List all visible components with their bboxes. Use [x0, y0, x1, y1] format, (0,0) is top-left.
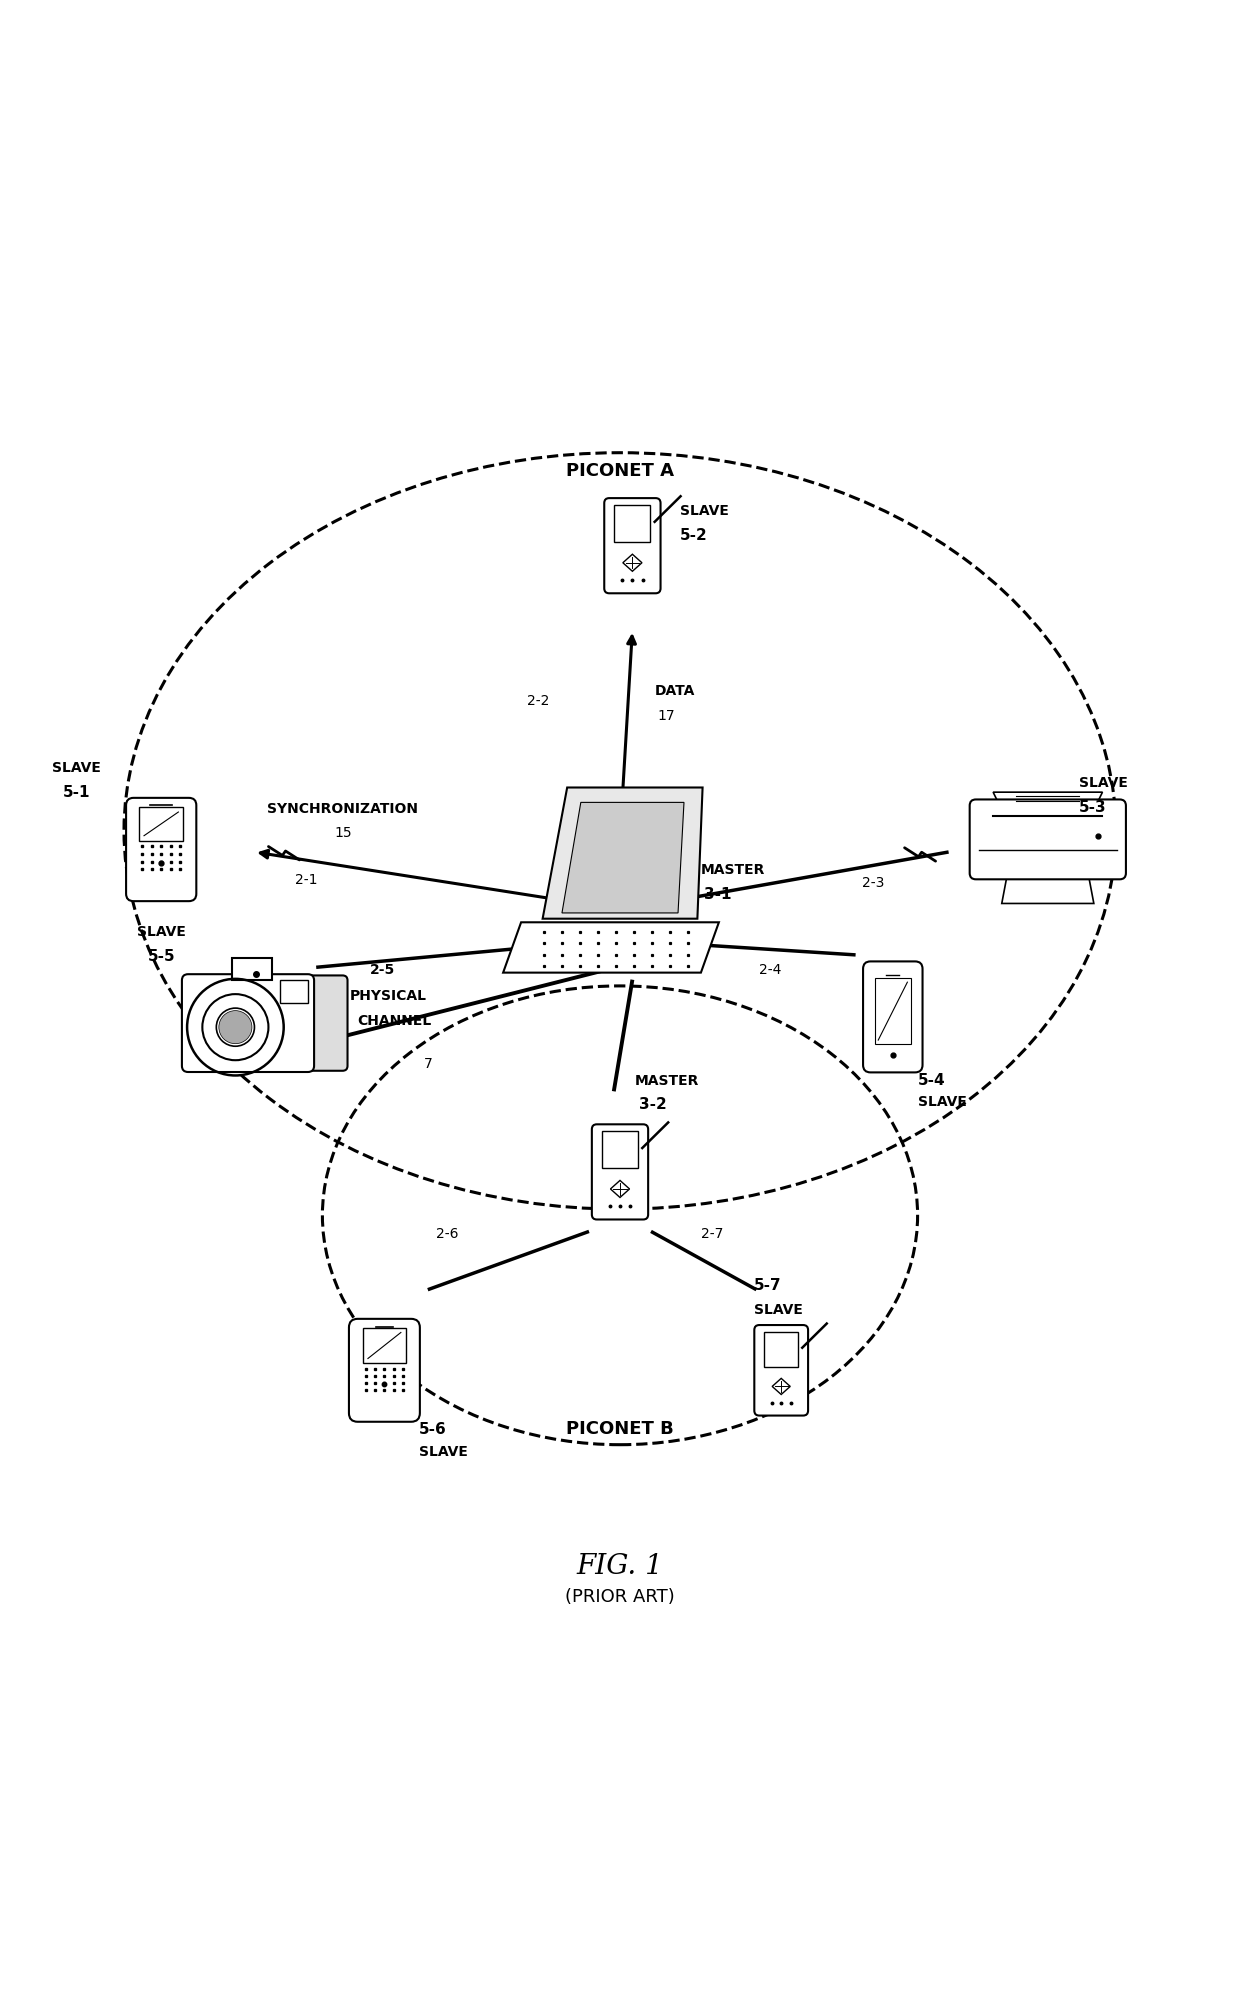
Text: 5-1: 5-1: [63, 786, 91, 800]
Text: (PRIOR ART): (PRIOR ART): [565, 1589, 675, 1607]
Text: 5-5: 5-5: [148, 948, 175, 964]
Text: PHYSICAL: PHYSICAL: [350, 988, 427, 1002]
Text: 5-6: 5-6: [419, 1422, 446, 1436]
Text: MASTER: MASTER: [701, 862, 765, 876]
Polygon shape: [503, 922, 719, 972]
Text: 17: 17: [657, 709, 675, 723]
Text: MASTER: MASTER: [635, 1073, 699, 1087]
Text: 3-1: 3-1: [704, 886, 732, 902]
FancyBboxPatch shape: [863, 962, 923, 1073]
Text: DATA: DATA: [655, 683, 696, 697]
Bar: [764, 1332, 799, 1366]
Text: 2-1: 2-1: [295, 874, 317, 888]
FancyBboxPatch shape: [126, 798, 196, 902]
FancyBboxPatch shape: [970, 800, 1126, 880]
Text: 7: 7: [424, 1057, 433, 1071]
Text: 5-4: 5-4: [918, 1073, 945, 1087]
Bar: [139, 808, 184, 840]
Text: 2-5: 2-5: [370, 962, 394, 976]
Bar: [874, 978, 911, 1045]
Text: SLAVE: SLAVE: [680, 504, 728, 518]
Polygon shape: [543, 788, 703, 918]
Bar: [363, 1328, 405, 1364]
Polygon shape: [610, 1181, 630, 1197]
Polygon shape: [773, 1378, 790, 1394]
Text: PICONET B: PICONET B: [567, 1420, 673, 1438]
Text: 2-4: 2-4: [759, 962, 781, 976]
FancyBboxPatch shape: [754, 1326, 808, 1416]
Text: 2-7: 2-7: [701, 1227, 723, 1242]
Text: 2-6: 2-6: [436, 1227, 459, 1242]
Polygon shape: [1002, 874, 1094, 904]
Text: FIG. 1: FIG. 1: [577, 1553, 663, 1579]
Text: SYNCHRONIZATION: SYNCHRONIZATION: [267, 802, 418, 816]
Text: 5-7: 5-7: [754, 1278, 781, 1294]
FancyBboxPatch shape: [348, 1318, 420, 1422]
Text: 5-3: 5-3: [1079, 800, 1106, 816]
Bar: [232, 958, 272, 980]
FancyBboxPatch shape: [182, 974, 314, 1073]
Bar: [614, 504, 651, 542]
Text: SLAVE: SLAVE: [136, 924, 186, 938]
FancyBboxPatch shape: [604, 498, 661, 593]
Polygon shape: [993, 792, 1102, 816]
Bar: [601, 1131, 639, 1169]
Text: PICONET A: PICONET A: [565, 462, 675, 480]
Bar: [279, 980, 308, 1002]
Text: 15: 15: [335, 826, 352, 840]
Polygon shape: [562, 802, 684, 912]
Text: SLAVE: SLAVE: [419, 1444, 467, 1459]
Polygon shape: [622, 554, 642, 571]
Circle shape: [219, 1011, 252, 1045]
Text: SLAVE: SLAVE: [754, 1304, 802, 1318]
Text: 2-2: 2-2: [527, 693, 549, 707]
Text: 2-3: 2-3: [862, 876, 884, 890]
Text: SLAVE: SLAVE: [918, 1095, 966, 1109]
Text: CHANNEL: CHANNEL: [357, 1015, 432, 1029]
Text: SLAVE: SLAVE: [1079, 775, 1127, 790]
FancyBboxPatch shape: [591, 1125, 649, 1219]
Text: 3-2: 3-2: [639, 1097, 666, 1113]
Text: SLAVE: SLAVE: [52, 761, 102, 775]
FancyBboxPatch shape: [303, 976, 347, 1071]
Text: 5-2: 5-2: [680, 528, 707, 542]
